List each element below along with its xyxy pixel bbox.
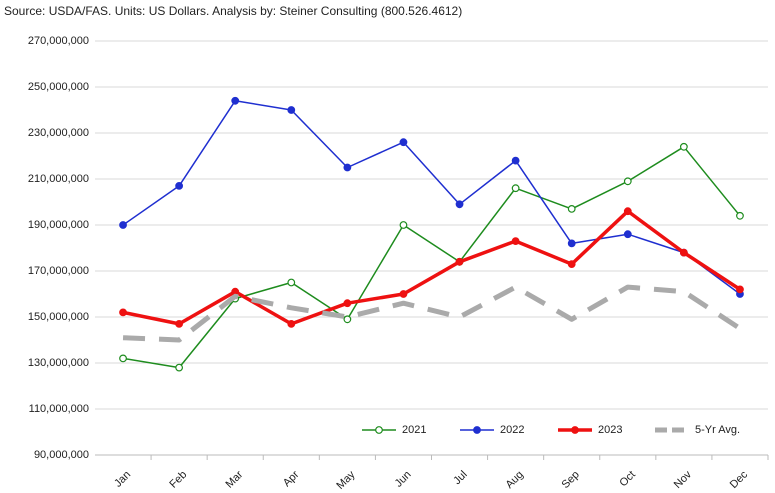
legend-marker	[571, 426, 579, 434]
x-tick-label: Apr	[281, 468, 302, 489]
legend-label: 5-Yr Avg.	[695, 424, 740, 436]
legend-label: 2022	[500, 424, 524, 436]
marker	[287, 106, 296, 114]
legend-marker	[375, 426, 383, 434]
x-tick-label: Oct	[617, 469, 638, 490]
marker	[623, 207, 632, 216]
marker	[567, 204, 576, 213]
marker	[455, 257, 464, 266]
marker	[287, 278, 296, 287]
marker	[511, 156, 520, 165]
marker	[399, 290, 408, 298]
y-tick-label: 90,000,000	[34, 449, 89, 461]
x-tick-label: May	[334, 468, 358, 492]
y-tick-label: 270,000,000	[28, 35, 89, 47]
x-tick-label: Aug	[503, 469, 525, 491]
y-tick-label: 210,000,000	[28, 173, 89, 185]
x-tick-label: Jun	[393, 469, 414, 490]
marker	[343, 163, 352, 172]
marker	[399, 138, 408, 147]
x-tick-label: Mar	[223, 468, 245, 490]
marker	[679, 142, 688, 151]
y-tick-label: 170,000,000	[28, 265, 89, 277]
series-line	[122, 209, 741, 326]
x-tick-label: Jan	[112, 469, 133, 490]
marker	[623, 177, 632, 186]
marker	[343, 315, 352, 324]
y-tick-label: 230,000,000	[28, 127, 89, 139]
marker	[567, 260, 576, 269]
legend-label: 2023	[598, 424, 622, 436]
series-line	[122, 100, 741, 295]
marker	[175, 363, 184, 372]
marker	[175, 320, 184, 328]
x-tick-label: Feb	[167, 469, 189, 491]
marker	[231, 96, 240, 105]
marker	[119, 354, 127, 363]
legend-label: 2021	[402, 424, 426, 436]
marker	[455, 200, 464, 209]
marker	[511, 184, 520, 193]
marker	[119, 308, 127, 317]
marker	[736, 211, 744, 220]
marker	[511, 237, 520, 246]
marker	[679, 248, 688, 257]
y-tick-label: 130,000,000	[28, 357, 89, 369]
marker	[343, 299, 352, 308]
x-tick-label: Sep	[560, 469, 582, 491]
y-tick-label: 190,000,000	[28, 219, 89, 231]
series-line	[122, 284, 742, 343]
y-tick-label: 250,000,000	[28, 81, 89, 93]
chart-title: Source: USDA/FAS. Units: US Dollars. Ana…	[4, 4, 462, 18]
marker	[567, 239, 576, 248]
legend-marker	[473, 426, 481, 434]
marker	[399, 221, 408, 229]
x-tick-label: Nov	[672, 468, 695, 491]
x-tick-label: Jul	[451, 469, 469, 487]
series-line	[122, 146, 741, 369]
x-tick-label: Dec	[728, 468, 751, 491]
marker	[287, 320, 296, 328]
y-tick-label: 150,000,000	[28, 311, 89, 323]
marker	[736, 285, 744, 294]
marker	[175, 181, 184, 190]
y-tick-label: 110,000,000	[29, 403, 89, 415]
marker	[623, 230, 632, 239]
marker	[119, 221, 127, 229]
